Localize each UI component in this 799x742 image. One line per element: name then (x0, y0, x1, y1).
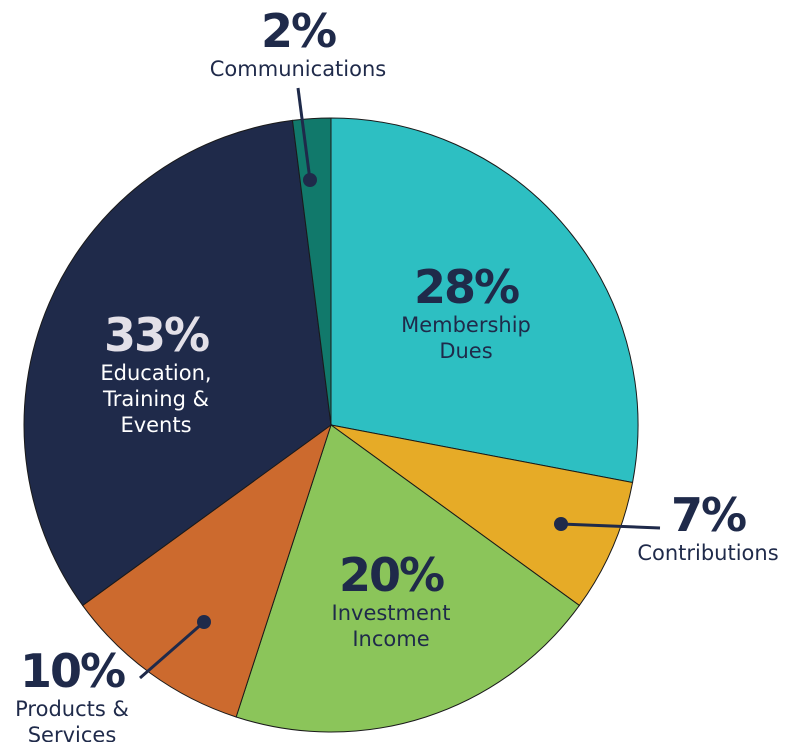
pie-slice (235, 424, 581, 733)
slice-label: 20% Investment Income (311, 552, 471, 652)
category-label: Products & Services (15, 697, 129, 742)
category-label: Membership Dues (401, 313, 531, 363)
pie-slice (291, 117, 332, 426)
category-label: Communications (209, 57, 387, 81)
slice-label: 33% Education, Training & Events (81, 312, 231, 438)
leader-line (560, 522, 661, 530)
percent-label: 10% (19, 644, 126, 698)
slice-label: 10% Products & Services (2, 648, 142, 742)
category-label: Education, Training & Events (100, 361, 212, 437)
leader-dot (303, 173, 317, 187)
slice-label: 2% Communications (178, 8, 418, 82)
leader-dot (554, 517, 568, 531)
category-label: Investment Income (331, 601, 451, 651)
slice-label: 28% Membership Dues (381, 264, 551, 364)
leader-line (139, 620, 205, 680)
percent-label: 2% (260, 4, 337, 58)
percent-label: 33% (103, 308, 210, 362)
leader-dot (197, 615, 211, 629)
percent-label: 28% (413, 260, 520, 314)
slice-label: 7% Contributions (613, 492, 799, 566)
percent-label: 20% (338, 548, 445, 602)
leader-line (296, 87, 312, 181)
pie-slice (330, 424, 634, 607)
pie-slice (81, 423, 332, 718)
pie-slice (330, 117, 639, 484)
category-label: Contributions (637, 541, 779, 565)
percent-label: 7% (670, 488, 747, 542)
pie-slice (23, 119, 332, 607)
